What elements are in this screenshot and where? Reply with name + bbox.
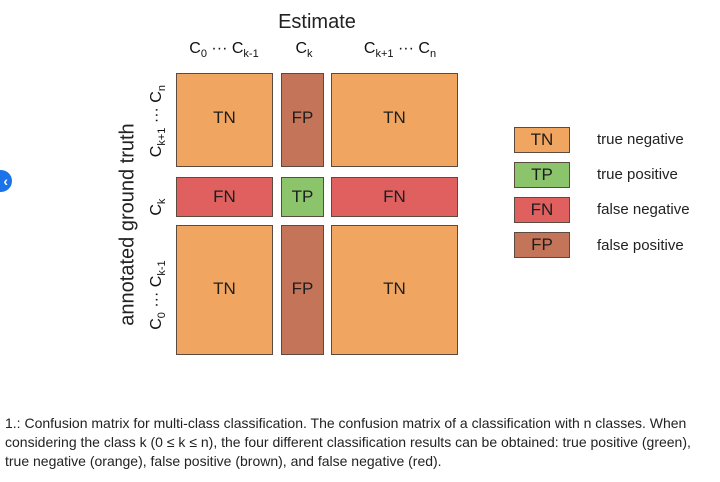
matrix-cell-false-negative: FN — [176, 177, 273, 217]
y-axis-title: annotated ground truth — [116, 123, 139, 326]
column-label-ck: Ck — [295, 40, 313, 61]
chevron-left-icon: ‹ — [3, 173, 8, 189]
legend-swatch-false-negative: FN — [514, 197, 570, 223]
legend-label-true-positive: true positive — [597, 166, 678, 183]
row-label-c0-to-ck-1: C0 ··· Ck-1 — [147, 260, 169, 330]
row-label-ck: Ck — [147, 198, 169, 216]
matrix-cell-false-positive: FP — [281, 73, 324, 167]
legend-swatch-true-positive: TP — [514, 162, 570, 188]
matrix-cell-false-positive: FP — [281, 225, 324, 355]
matrix-cell-true-negative: TN — [176, 73, 273, 167]
legend-label-true-negative: true negative — [597, 131, 684, 148]
column-label-c0-to-ck-1: C0 ··· Ck-1 — [189, 40, 259, 61]
matrix-cell-true-negative: TN — [331, 73, 458, 167]
matrix-cell-true-negative: TN — [331, 225, 458, 355]
estimate-title: Estimate — [278, 11, 356, 33]
matrix-cell-true-positive: TP — [281, 177, 324, 217]
matrix-cell-false-negative: FN — [331, 177, 458, 217]
row-label-ck1-to-cn: Ck+1 ··· Cn — [147, 85, 169, 158]
figure-caption: 1.: Confusion matrix for multi-class cla… — [5, 415, 691, 469]
legend-swatch-true-negative: TN — [514, 127, 570, 153]
legend-label-false-positive: false positive — [597, 237, 684, 254]
previous-arrow-button[interactable]: ‹ — [0, 170, 12, 192]
column-label-ck1-to-cn: Ck+1 ··· Cn — [363, 40, 437, 61]
legend-label-false-negative: false negative — [597, 201, 690, 218]
matrix-cell-true-negative: TN — [176, 225, 273, 355]
legend-swatch-false-positive: FP — [514, 232, 570, 258]
